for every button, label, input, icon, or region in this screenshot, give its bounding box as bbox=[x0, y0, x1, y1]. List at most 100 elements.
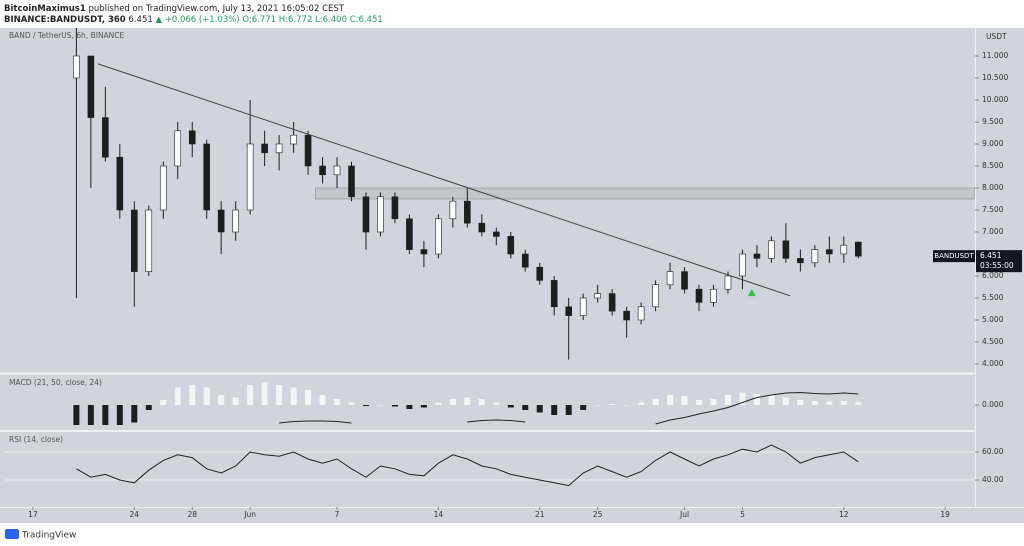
histogram-bar bbox=[305, 390, 312, 405]
candle-body bbox=[666, 271, 674, 286]
y-tick-label: 6.000 bbox=[982, 271, 1004, 280]
histogram-bar bbox=[160, 400, 167, 405]
candle-body bbox=[739, 253, 746, 277]
histogram-bar bbox=[840, 401, 847, 405]
x-tick-label: 7 bbox=[335, 510, 340, 519]
macd-line bbox=[279, 391, 859, 425]
histogram-bar bbox=[377, 405, 384, 406]
candle-body bbox=[623, 310, 630, 321]
y-tick-label: 60.00 bbox=[982, 447, 1004, 456]
histogram-bar bbox=[319, 395, 326, 405]
histogram-bar bbox=[594, 405, 601, 406]
candle-body bbox=[478, 222, 486, 233]
candle-body bbox=[826, 249, 833, 255]
pane-bar bbox=[73, 382, 862, 425]
x-tick-label: Jul bbox=[679, 510, 689, 519]
histogram-bar bbox=[739, 392, 746, 405]
candle-body bbox=[304, 134, 312, 167]
x-tick-label: Jun bbox=[243, 510, 256, 519]
histogram-bar bbox=[609, 404, 616, 405]
price-tag-countdown: 03:55:00 bbox=[980, 261, 1014, 270]
histogram-bar bbox=[73, 405, 80, 425]
candle-body bbox=[406, 218, 413, 250]
header-line-2: BINANCE:BANDUSDT, 360 6.451 ▲ +0.066 (+1… bbox=[4, 15, 383, 25]
candle-body bbox=[565, 306, 572, 316]
x-tick-label: 14 bbox=[434, 510, 444, 519]
histogram-bar bbox=[189, 385, 196, 405]
histogram-bar bbox=[696, 400, 703, 405]
candle-body bbox=[579, 297, 587, 316]
candle-body bbox=[420, 249, 428, 255]
candle-body bbox=[681, 271, 688, 290]
candle-body bbox=[232, 209, 239, 233]
ohlc: O:6.771 H:6.772 L:6.400 C:6.451 bbox=[242, 15, 383, 25]
candle-body bbox=[464, 200, 471, 224]
histogram-bar bbox=[174, 387, 181, 405]
candle-body bbox=[131, 209, 138, 272]
y-tick-label: 7.000 bbox=[982, 227, 1004, 236]
histogram-bar bbox=[449, 399, 456, 405]
pane-candlestick bbox=[73, 28, 975, 360]
y-tick-label: 11.000 bbox=[982, 51, 1008, 60]
histogram-bar bbox=[580, 405, 587, 410]
candle-body bbox=[652, 284, 659, 308]
logo-mark bbox=[5, 529, 19, 539]
resistance-zone bbox=[315, 187, 975, 200]
pane-title: MACD (21, 50, close, 24) bbox=[9, 378, 102, 387]
x-tick-label: 24 bbox=[130, 510, 140, 519]
candle-body bbox=[290, 134, 297, 145]
candle-body bbox=[782, 240, 790, 259]
brand: TradingView bbox=[21, 531, 76, 541]
histogram-bar bbox=[232, 397, 239, 405]
pane-line bbox=[76, 444, 859, 487]
histogram-bar bbox=[218, 395, 225, 405]
histogram-bar bbox=[362, 405, 369, 406]
candle-body bbox=[695, 288, 703, 303]
candle-body bbox=[217, 209, 225, 233]
candle-body bbox=[507, 236, 515, 255]
pane-title: RSI (14, close) bbox=[9, 435, 63, 444]
price-tag-box bbox=[976, 250, 1022, 273]
histogram-bar bbox=[811, 401, 818, 405]
x-tick-label: 19 bbox=[940, 510, 950, 519]
candle-body bbox=[87, 55, 95, 118]
histogram-bar bbox=[710, 399, 717, 405]
y-tick-label: 5.000 bbox=[982, 315, 1004, 324]
symbol-tag: BANDUSDT bbox=[934, 252, 974, 260]
candle-body bbox=[521, 253, 529, 268]
histogram-bar bbox=[522, 405, 529, 410]
candle-body bbox=[159, 165, 167, 211]
histogram-bar bbox=[276, 385, 283, 405]
x-tick-label: 28 bbox=[187, 510, 197, 519]
chart-background bbox=[0, 28, 1024, 523]
histogram-bar bbox=[464, 397, 471, 405]
histogram-bar bbox=[290, 387, 297, 405]
histogram-bar bbox=[435, 402, 442, 405]
candle-body bbox=[724, 275, 732, 290]
published: published on TradingView.com, July 13, 2… bbox=[88, 4, 344, 14]
candle-body bbox=[145, 209, 153, 272]
candle-body bbox=[753, 253, 761, 259]
x-tick-label: 17 bbox=[28, 510, 38, 519]
histogram-bar bbox=[131, 405, 138, 423]
x-tick-label: 25 bbox=[593, 510, 603, 519]
candle-body bbox=[492, 231, 500, 237]
candle-body bbox=[333, 165, 341, 176]
x-tick-label: 12 bbox=[839, 510, 849, 519]
y-tick-label: 10.000 bbox=[982, 95, 1008, 104]
histogram-bar bbox=[145, 405, 152, 410]
histogram-bar bbox=[334, 399, 341, 405]
histogram-bar bbox=[348, 402, 355, 405]
candle-body bbox=[391, 196, 399, 220]
y-tick-label: 5.500 bbox=[982, 293, 1004, 302]
x-tick-label: 5 bbox=[740, 510, 745, 519]
histogram-bar bbox=[247, 385, 254, 405]
histogram-bar bbox=[420, 405, 427, 408]
trendline bbox=[97, 63, 791, 297]
candle-body bbox=[449, 200, 457, 220]
footer-logo: TradingView bbox=[5, 529, 76, 541]
candle-body bbox=[594, 293, 601, 299]
candle-body bbox=[377, 196, 384, 233]
change: ▲ +0.066 (+1.03%) bbox=[155, 15, 239, 25]
histogram-bar bbox=[261, 382, 268, 405]
